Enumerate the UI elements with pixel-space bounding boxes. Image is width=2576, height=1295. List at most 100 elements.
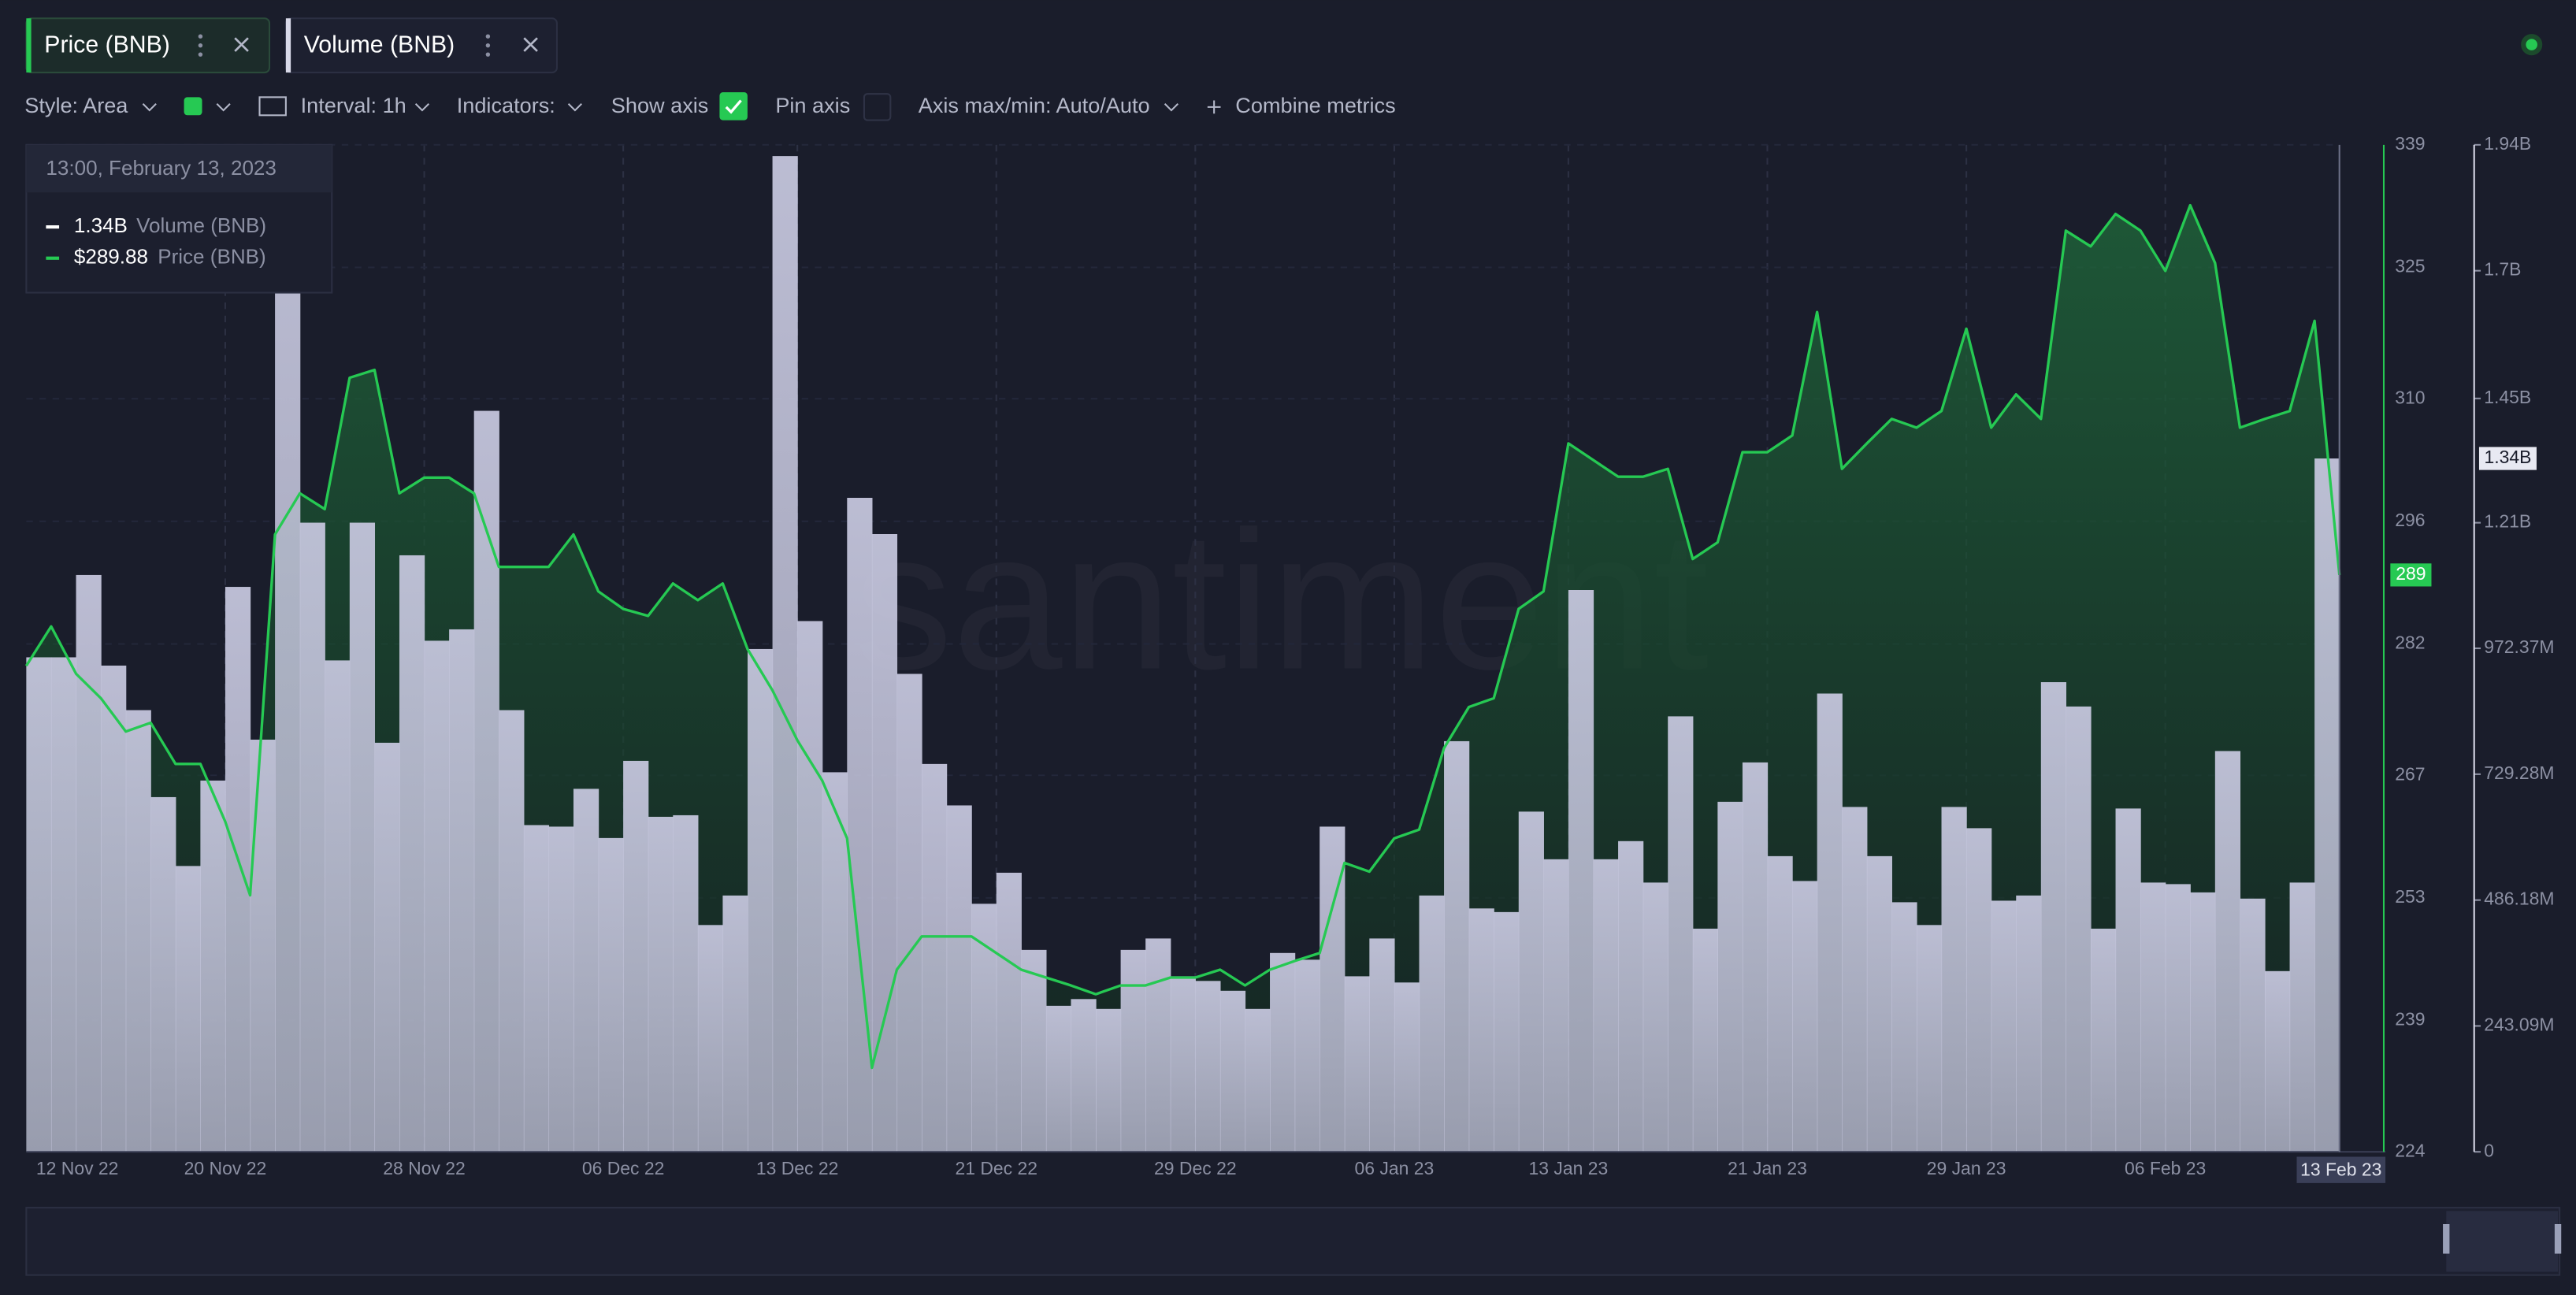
tab-volume[interactable]: Volume (BNB)	[284, 17, 559, 74]
volume-bar	[325, 660, 351, 1152]
tab-price[interactable]: Price (BNB)	[25, 17, 271, 74]
show-axis-label[interactable]: Show axis	[611, 93, 709, 117]
volume-bar	[2190, 892, 2216, 1152]
axis-minmax-dropdown[interactable]: Axis max/min: Auto/Auto	[919, 93, 1150, 117]
volume-bar	[623, 760, 649, 1152]
navigator-handle[interactable]	[2554, 1223, 2562, 1254]
last-value-tag	[2478, 447, 2537, 470]
volume-bar	[349, 522, 376, 1152]
x-tick-label: 21 Jan 23	[1728, 1158, 1807, 1178]
volume-bar	[1842, 807, 1868, 1152]
x-tick-label: 20 Nov 22	[184, 1158, 267, 1178]
y2-tick-label: 0	[2484, 1140, 2494, 1160]
x-tick-label: 06 Jan 23	[1355, 1158, 1435, 1178]
volume-bar	[847, 497, 873, 1152]
navigator-handle[interactable]	[2443, 1223, 2450, 1254]
plot: 12 Nov 22 20 Nov 22 28 Nov 22 06 Dec 22 13 D…	[24, 133, 2554, 1183]
volume-bar	[424, 640, 450, 1152]
y-tick-label: 325	[2395, 256, 2425, 276]
volume-bar	[2016, 895, 2042, 1152]
volume-bar	[896, 673, 922, 1152]
volume-bar	[2115, 808, 2141, 1152]
y2-tick-label: 243.09M	[2484, 1015, 2554, 1035]
y2-tick-label: 972.37M	[2484, 636, 2554, 657]
y-tick-label: 239	[2395, 1009, 2425, 1030]
volume-bar	[722, 895, 748, 1152]
volume-bar	[26, 657, 52, 1152]
volume-bar	[1145, 938, 1171, 1152]
tab-label[interactable]: Volume (BNB)	[304, 32, 455, 58]
volume-bar	[2264, 970, 2291, 1152]
volume-bar	[1468, 908, 1494, 1152]
tooltip: 13:00, February 13, 2023 1.34B Volume (B…	[25, 143, 333, 294]
volume-bar	[101, 665, 127, 1152]
volume-bar	[1219, 990, 1246, 1152]
checkmark	[725, 99, 742, 114]
volume-bar	[772, 156, 798, 1152]
volume-bar	[1717, 801, 1743, 1152]
tooltip-swatch	[46, 256, 60, 260]
volume-bar	[1543, 859, 1569, 1152]
tab-close-icon[interactable]	[523, 37, 538, 52]
chevron	[1164, 102, 1179, 112]
tab-menu-icon[interactable]	[485, 34, 491, 57]
chevron	[414, 102, 430, 112]
chevron	[216, 102, 231, 112]
x-tick-label: 06 Dec 22	[582, 1158, 665, 1178]
crosshair-date-box	[2296, 1156, 2386, 1183]
tooltip-value: 1.34B	[74, 213, 128, 237]
x-tick-label: 28 Nov 22	[383, 1158, 466, 1178]
tab-close-icon[interactable]	[234, 37, 249, 52]
tab-label[interactable]: Price (BNB)	[44, 32, 170, 58]
color-swatch[interactable]	[184, 97, 202, 116]
volume-bar	[1692, 928, 1718, 1152]
volume-bar	[499, 710, 525, 1152]
volume-bar	[871, 534, 898, 1152]
x-tick-label: 12 Nov 22	[36, 1158, 119, 1178]
volume-bar	[1021, 949, 1047, 1152]
pin-axis-label[interactable]: Pin axis	[775, 93, 850, 117]
volume-bar	[971, 904, 997, 1152]
volume-bar	[822, 772, 848, 1152]
status-dot	[2521, 34, 2543, 56]
pin-axis-checkbox[interactable]	[863, 93, 892, 121]
indicators-dropdown[interactable]: Indicators:	[457, 93, 555, 117]
volume-bar	[1618, 840, 1644, 1152]
navigator-selection[interactable]	[2446, 1211, 2559, 1272]
y2-tick-label: 486.18M	[2484, 889, 2554, 909]
volume-bar	[1369, 938, 1395, 1152]
combine-metrics-button[interactable]: Combine metrics	[1235, 93, 1395, 117]
y-tick-label: 267	[2395, 763, 2425, 784]
volume-bar	[996, 872, 1022, 1152]
volume-bar	[1966, 828, 1992, 1152]
volume-bar	[598, 837, 624, 1152]
volume-bar	[922, 763, 948, 1152]
volume-bar	[2240, 898, 2266, 1152]
volume-bar	[76, 574, 102, 1152]
x-tick-label: 29 Jan 23	[1927, 1158, 2006, 1178]
volume-bar	[1270, 952, 1296, 1152]
volume-bar	[175, 866, 202, 1152]
style-dropdown[interactable]: Style: Area	[24, 93, 128, 117]
crosshair-date: 13 Feb 23	[2300, 1159, 2381, 1179]
tab-menu-icon[interactable]	[198, 34, 203, 57]
navigator[interactable]	[25, 1207, 2561, 1276]
volume-bar	[1120, 949, 1146, 1152]
x-tick-label: 13 Jan 23	[1529, 1158, 1609, 1178]
volume-bar	[473, 410, 499, 1152]
y2-tick-label: 1.21B	[2484, 511, 2531, 532]
last-value-tag	[2390, 563, 2432, 587]
volume-bar	[1866, 855, 1892, 1152]
volume-bar	[1518, 811, 1544, 1152]
volume-bar	[697, 925, 724, 1152]
tooltip-name: Volume (BNB)	[136, 213, 266, 237]
show-axis-checkbox[interactable]	[719, 92, 748, 121]
volume-bar	[1593, 859, 1619, 1152]
volume-bar	[275, 164, 301, 1152]
interval-dropdown[interactable]: Interval: 1h	[301, 93, 406, 117]
plus-icon	[1207, 100, 1221, 114]
volume-bar	[2140, 882, 2166, 1152]
tooltip-name: Price (BNB)	[158, 245, 265, 269]
volume-bar	[1494, 911, 1520, 1152]
